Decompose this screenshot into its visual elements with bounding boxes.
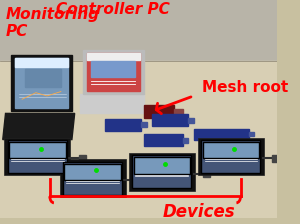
- FancyBboxPatch shape: [152, 114, 188, 127]
- FancyBboxPatch shape: [198, 138, 264, 175]
- FancyBboxPatch shape: [129, 153, 195, 191]
- Polygon shape: [15, 58, 68, 67]
- Text: Devices: Devices: [163, 203, 236, 221]
- Text: Monitoring
PC: Monitoring PC: [5, 6, 100, 39]
- Polygon shape: [87, 54, 140, 60]
- FancyBboxPatch shape: [203, 142, 259, 158]
- Text: Controller PC: Controller PC: [56, 2, 170, 17]
- Polygon shape: [134, 177, 141, 183]
- Polygon shape: [203, 170, 210, 177]
- Polygon shape: [182, 138, 188, 142]
- Polygon shape: [3, 113, 75, 140]
- FancyBboxPatch shape: [134, 157, 190, 174]
- Polygon shape: [249, 132, 254, 136]
- Polygon shape: [15, 58, 68, 108]
- Polygon shape: [80, 94, 144, 113]
- FancyBboxPatch shape: [194, 129, 249, 140]
- FancyBboxPatch shape: [144, 134, 182, 146]
- Polygon shape: [188, 118, 194, 123]
- Polygon shape: [141, 123, 147, 127]
- FancyBboxPatch shape: [4, 138, 70, 175]
- FancyBboxPatch shape: [60, 159, 125, 197]
- Polygon shape: [0, 61, 277, 218]
- FancyBboxPatch shape: [201, 140, 260, 173]
- Polygon shape: [272, 155, 279, 162]
- FancyBboxPatch shape: [63, 162, 122, 194]
- Polygon shape: [11, 54, 72, 111]
- Polygon shape: [79, 155, 86, 162]
- Polygon shape: [91, 61, 136, 78]
- Polygon shape: [0, 0, 277, 61]
- Polygon shape: [144, 105, 174, 118]
- Polygon shape: [25, 69, 61, 87]
- FancyBboxPatch shape: [132, 155, 191, 188]
- FancyBboxPatch shape: [9, 142, 65, 158]
- FancyBboxPatch shape: [64, 164, 121, 180]
- Text: Mesh root: Mesh root: [202, 80, 288, 95]
- Polygon shape: [174, 109, 182, 114]
- Polygon shape: [87, 54, 140, 90]
- FancyBboxPatch shape: [105, 119, 141, 131]
- FancyBboxPatch shape: [8, 140, 67, 173]
- Polygon shape: [83, 50, 144, 94]
